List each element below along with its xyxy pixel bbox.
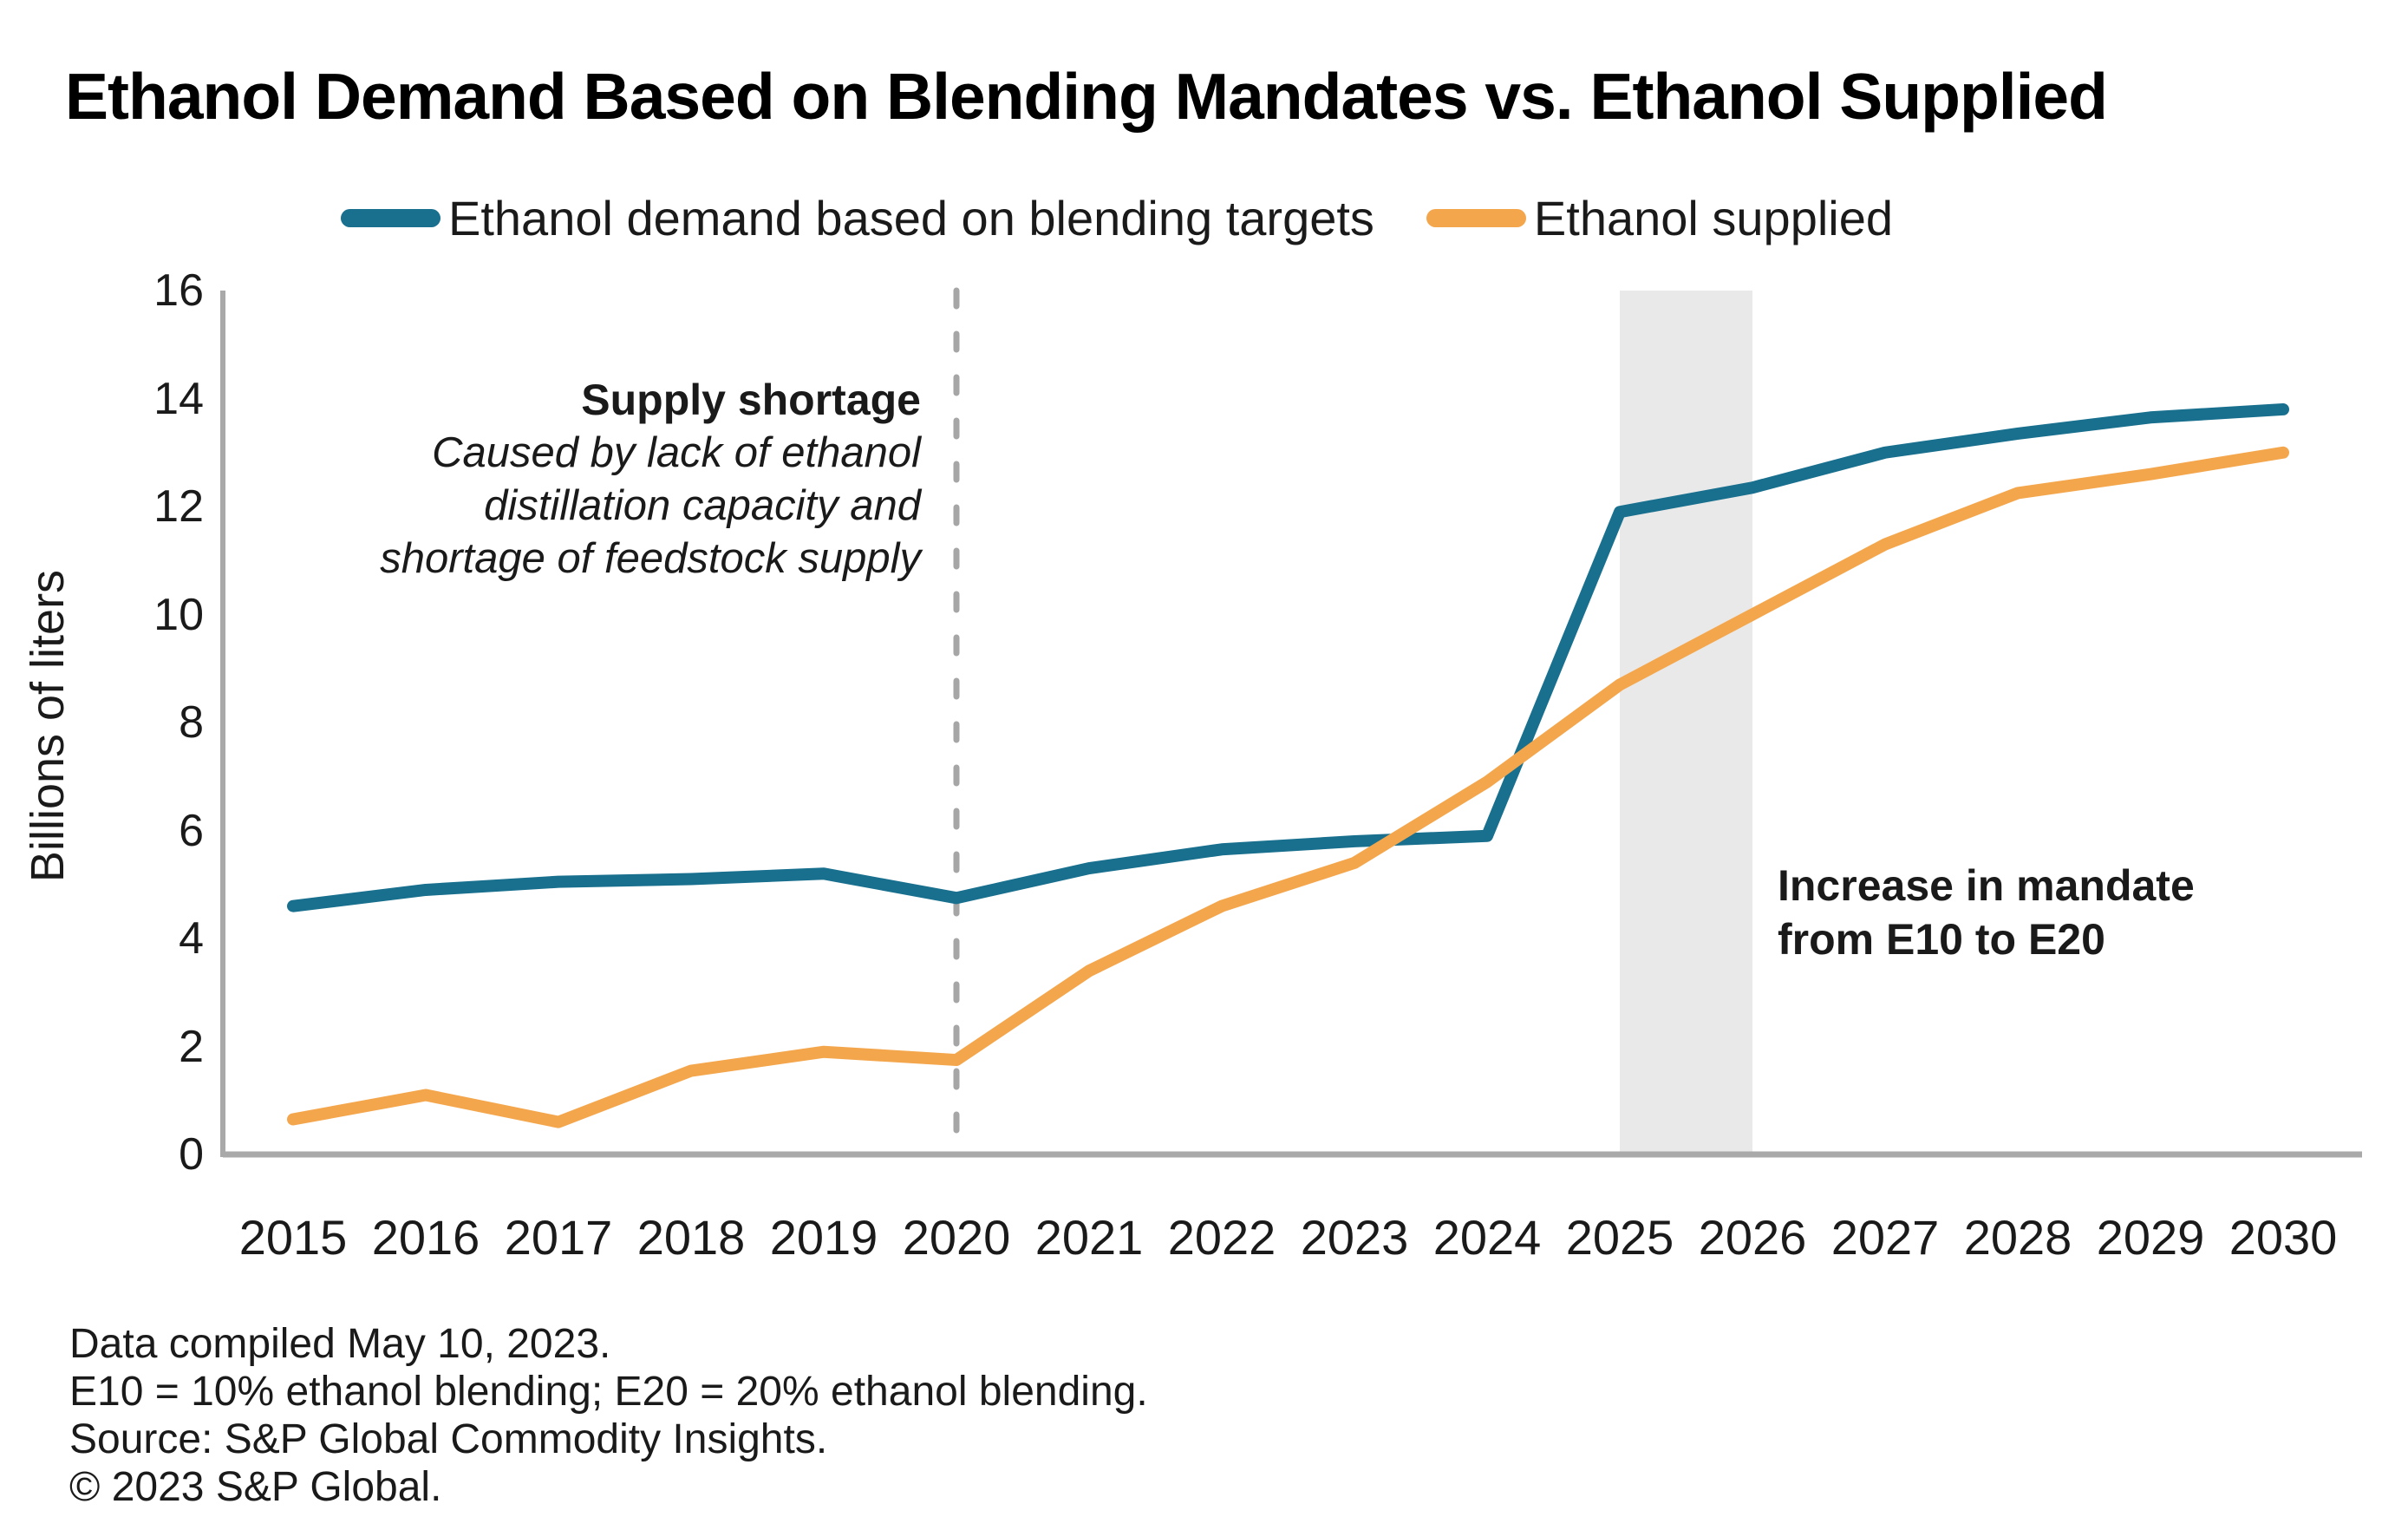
footnote-line: © 2023 S&P Global. — [69, 1464, 442, 1510]
legend: Ethanol demand based on blending targets… — [341, 186, 1893, 250]
y-tick-label: 2 — [179, 1021, 204, 1072]
footnote-line: Source: S&P Global Commodity Insights. — [69, 1416, 828, 1462]
y-tick-label: 6 — [179, 805, 204, 856]
footnote-line: E10 = 10% ethanol blending; E20 = 20% et… — [69, 1369, 1148, 1415]
mandate-increase-text-line: Increase in mandate — [1778, 861, 2195, 910]
legend-swatch-demand — [341, 208, 440, 227]
x-tick-label: 2029 — [2096, 1210, 2205, 1265]
y-tick-label: 16 — [153, 265, 204, 316]
chart-title: Ethanol Demand Based on Blending Mandate… — [65, 60, 2108, 133]
y-tick-label: 12 — [153, 481, 204, 532]
x-tick-label: 2016 — [371, 1210, 480, 1265]
x-tick-label: 2019 — [769, 1210, 878, 1265]
footnotes: Data compiled May 10, 2023. E10 = 10% et… — [69, 1320, 1148, 1511]
supply-shortage-text-line: shortage of feedstock supply — [380, 535, 921, 582]
legend-label-demand: Ethanol demand based on blending targets — [448, 190, 1374, 245]
x-tick-label: 2026 — [1698, 1210, 1807, 1265]
x-tick-label: 2021 — [1034, 1210, 1144, 1265]
series-line-supplied — [287, 446, 2289, 1128]
y-tick-label: 4 — [179, 913, 204, 964]
x-tick-label: 2023 — [1300, 1210, 1409, 1265]
x-tick-label: 2017 — [504, 1210, 613, 1265]
x-tick-label: 2030 — [2229, 1210, 2338, 1265]
legend-item-supplied: Ethanol supplied — [1426, 190, 1893, 246]
mandate-increase-annotation: Increase in mandate from E10 to E20 — [1778, 859, 2195, 966]
supply-shortage-annotation: Supply shortage Caused by lack of ethano… — [380, 373, 921, 585]
x-tick-label: 2022 — [1167, 1210, 1276, 1265]
mandate-highlight-band — [1620, 291, 1752, 1154]
mandate-increase-text-line: from E10 to E20 — [1778, 915, 2105, 964]
y-tick-label: 8 — [179, 697, 204, 748]
x-tick-label: 2015 — [238, 1210, 348, 1265]
x-tick-label: 2025 — [1565, 1210, 1674, 1265]
y-tick-label: 14 — [153, 373, 204, 424]
supply-shortage-text-line: distillation capacity and — [484, 482, 921, 529]
legend-swatch-supplied — [1426, 208, 1526, 227]
series-line-demand — [287, 402, 2289, 912]
y-tick-label: 10 — [153, 589, 204, 640]
legend-item-demand: Ethanol demand based on blending targets — [341, 190, 1374, 246]
x-tick-label: 2028 — [1963, 1210, 2072, 1265]
footnote-line: Data compiled May 10, 2023. — [69, 1321, 611, 1367]
supply-shortage-text-line: Caused by lack of ethanol — [432, 429, 921, 476]
x-tick-label: 2024 — [1432, 1210, 1542, 1265]
supply-shortage-heading: Supply shortage — [581, 376, 921, 424]
legend-label-supplied: Ethanol supplied — [1533, 190, 1894, 245]
x-tick-label: 2020 — [902, 1210, 1011, 1265]
y-tick-label: 0 — [179, 1129, 204, 1180]
x-tick-label: 2027 — [1830, 1210, 1940, 1265]
x-tick-label: 2018 — [636, 1210, 746, 1265]
